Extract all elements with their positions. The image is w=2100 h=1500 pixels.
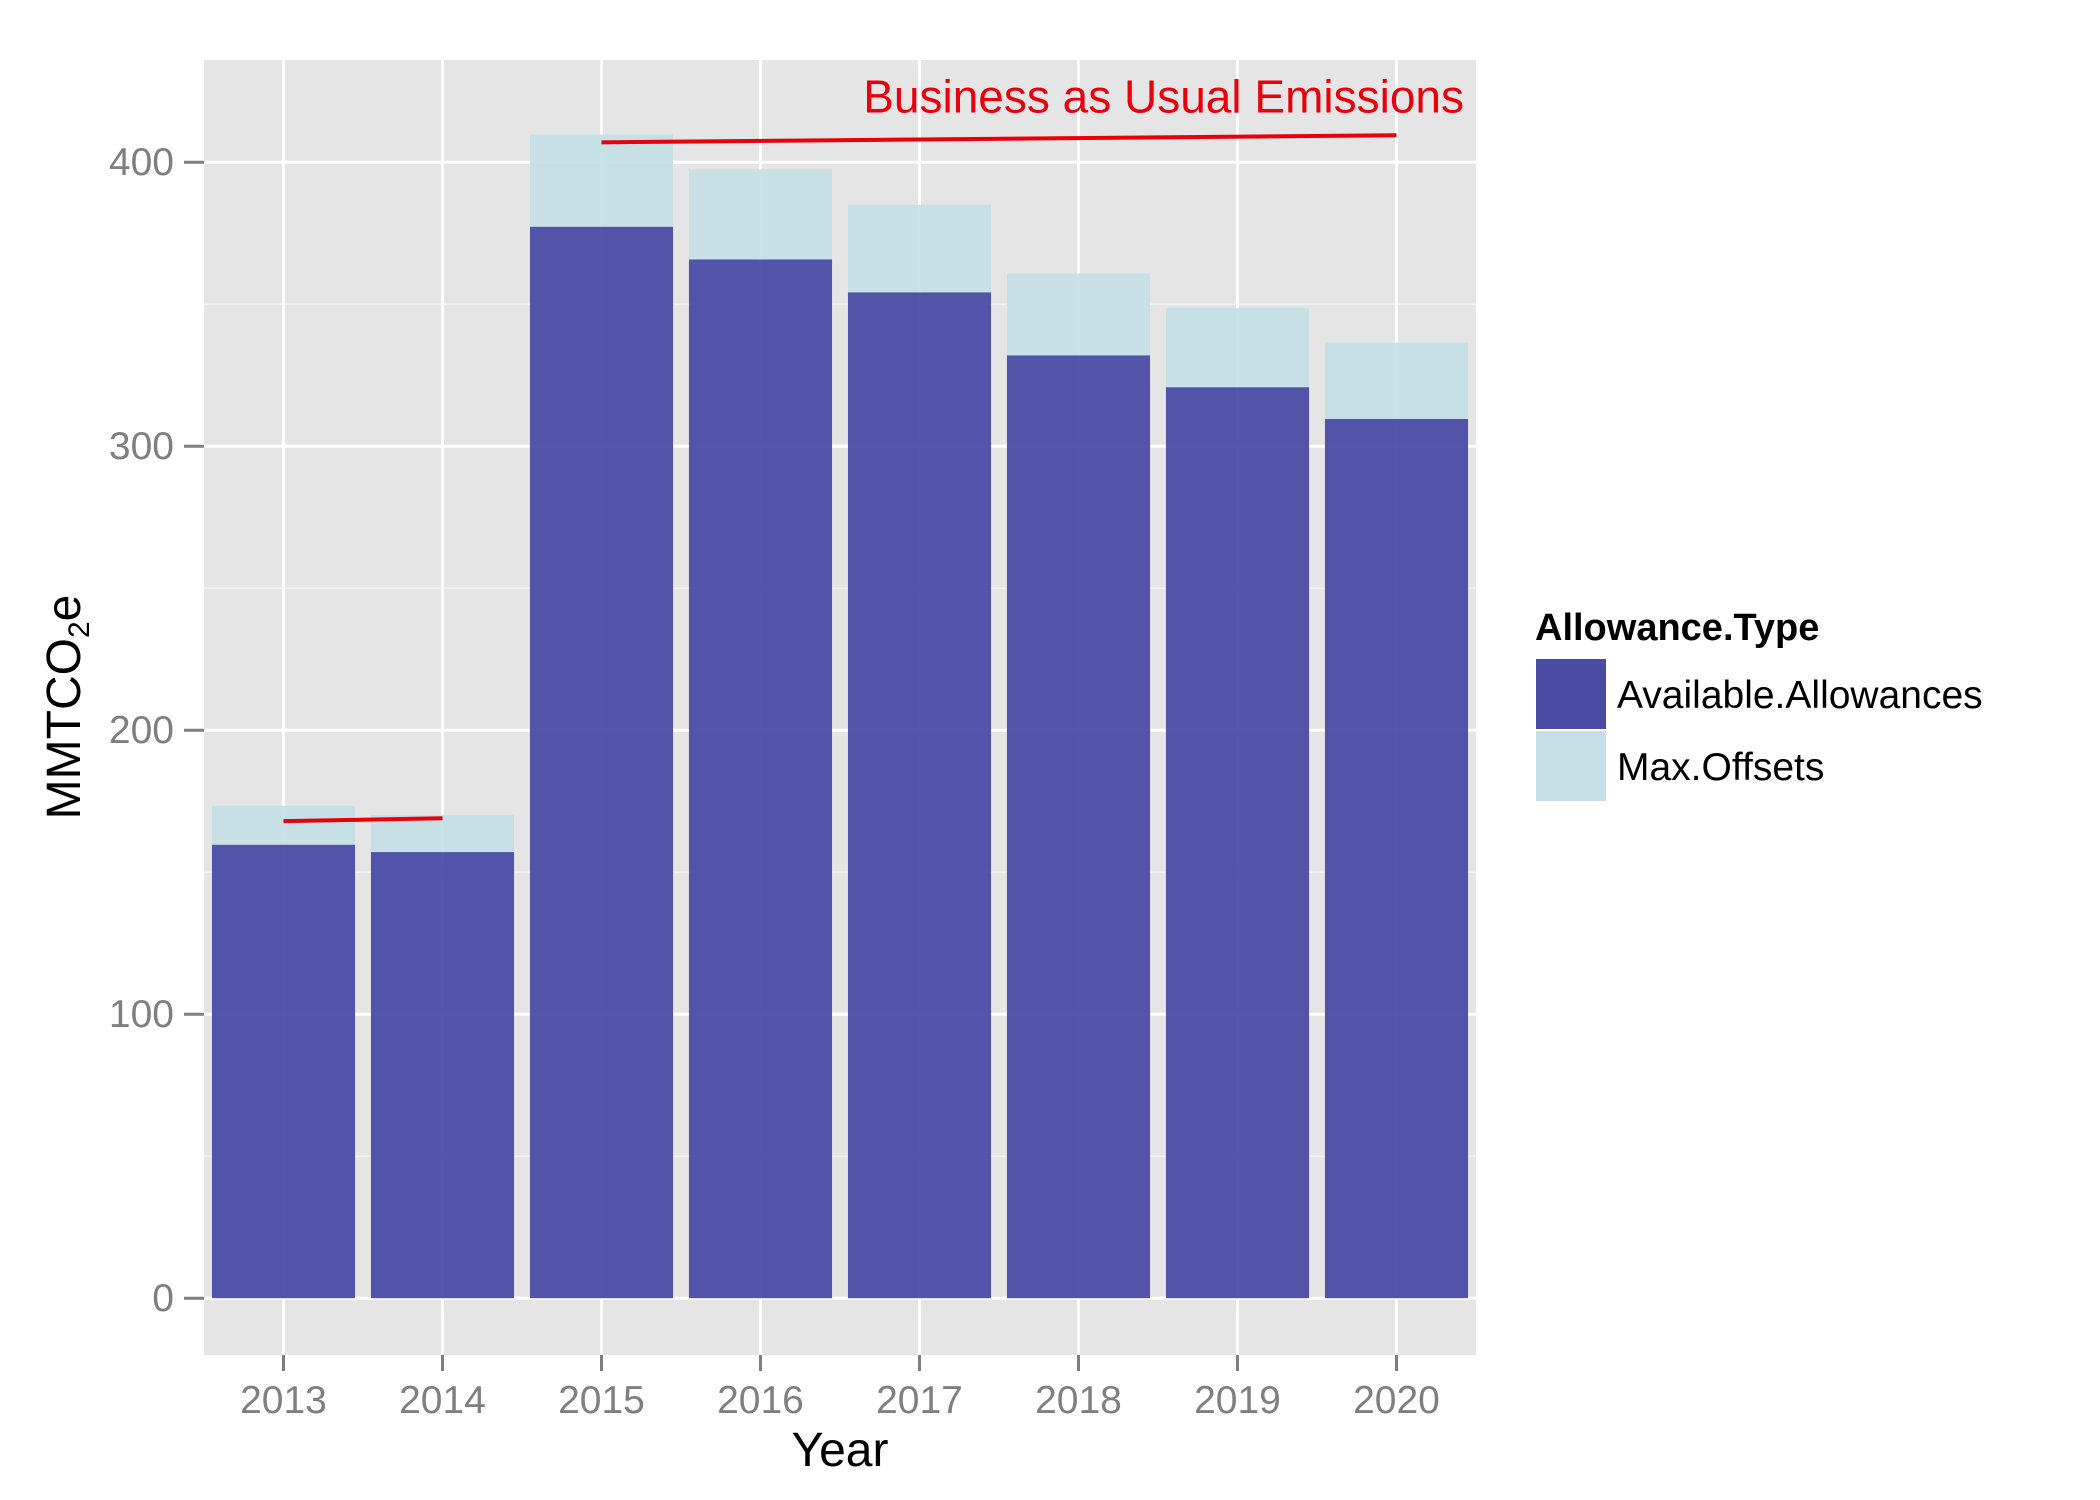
bar-max-offsets-2018	[1006, 273, 1151, 356]
bar-available-allowances-2017	[847, 292, 992, 1299]
y-axis-title-group: MMTCO2e	[38, 595, 96, 820]
legend-label-available-allowances: Available.Allowances	[1617, 674, 1983, 717]
annotation: Business as Usual Emissions	[283, 70, 1464, 824]
y-axis-title-subscript: 2	[63, 621, 96, 638]
y-tick-label-400: 400	[109, 141, 174, 184]
bar-available-allowances-2013	[211, 844, 356, 1299]
bar-available-allowances-2020	[1324, 418, 1469, 1299]
bars	[211, 134, 1469, 1299]
bar-max-offsets-2013	[211, 805, 356, 845]
x-axis-title: Year	[792, 1424, 889, 1477]
legend-label-max-offsets: Max.Offsets	[1617, 746, 1824, 789]
x-tick-label-2019: 2019	[1194, 1379, 1281, 1422]
annotation-line-1	[283, 816, 443, 824]
x-tick-label-2013: 2013	[240, 1379, 327, 1422]
y-axis-title: MMTCO2e	[38, 595, 96, 820]
bar-available-allowances-2019	[1165, 387, 1310, 1299]
legend-swatch-available-allowances	[1534, 657, 1608, 731]
bar-available-allowances-2014	[370, 852, 515, 1299]
legend: Allowance.Type Available.Allowances Max.…	[1534, 607, 1983, 803]
y-tick-label-300: 300	[109, 425, 174, 468]
bar-max-offsets-2020	[1324, 342, 1469, 419]
bar-max-offsets-2019	[1165, 307, 1310, 388]
bar-max-offsets-2015	[529, 134, 674, 227]
y-tick-label-0: 0	[152, 1277, 174, 1320]
bar-available-allowances-2018	[1006, 355, 1151, 1299]
x-tick-label-2018: 2018	[1035, 1379, 1122, 1422]
legend-swatch-max-offsets	[1534, 729, 1608, 803]
y-tick-label-200: 200	[109, 709, 174, 752]
x-tick-label-2020: 2020	[1353, 1379, 1440, 1422]
legend-title: Allowance.Type	[1535, 607, 1819, 649]
y-tick-label-100: 100	[109, 993, 174, 1036]
annotation-line-2	[601, 133, 1397, 145]
bar-max-offsets-2016	[688, 169, 833, 260]
x-tick-label-2016: 2016	[717, 1379, 804, 1422]
bar-available-allowances-2016	[688, 259, 833, 1299]
y-axis-title-suffix: e	[38, 595, 91, 622]
x-tick-label-2014: 2014	[399, 1379, 486, 1422]
bar-available-allowances-2015	[529, 226, 674, 1299]
y-axis-title-main: MMTCO	[38, 638, 91, 819]
bar-max-offsets-2017	[847, 204, 992, 293]
axes: 0 100 200 300 400 2013 2014 2015 2016 2017 2018 201…	[109, 141, 1440, 1422]
x-tick-label-2017: 2017	[876, 1379, 963, 1422]
annotation-label: Business as Usual Emissions	[863, 70, 1464, 122]
x-tick-label-2015: 2015	[558, 1379, 645, 1422]
